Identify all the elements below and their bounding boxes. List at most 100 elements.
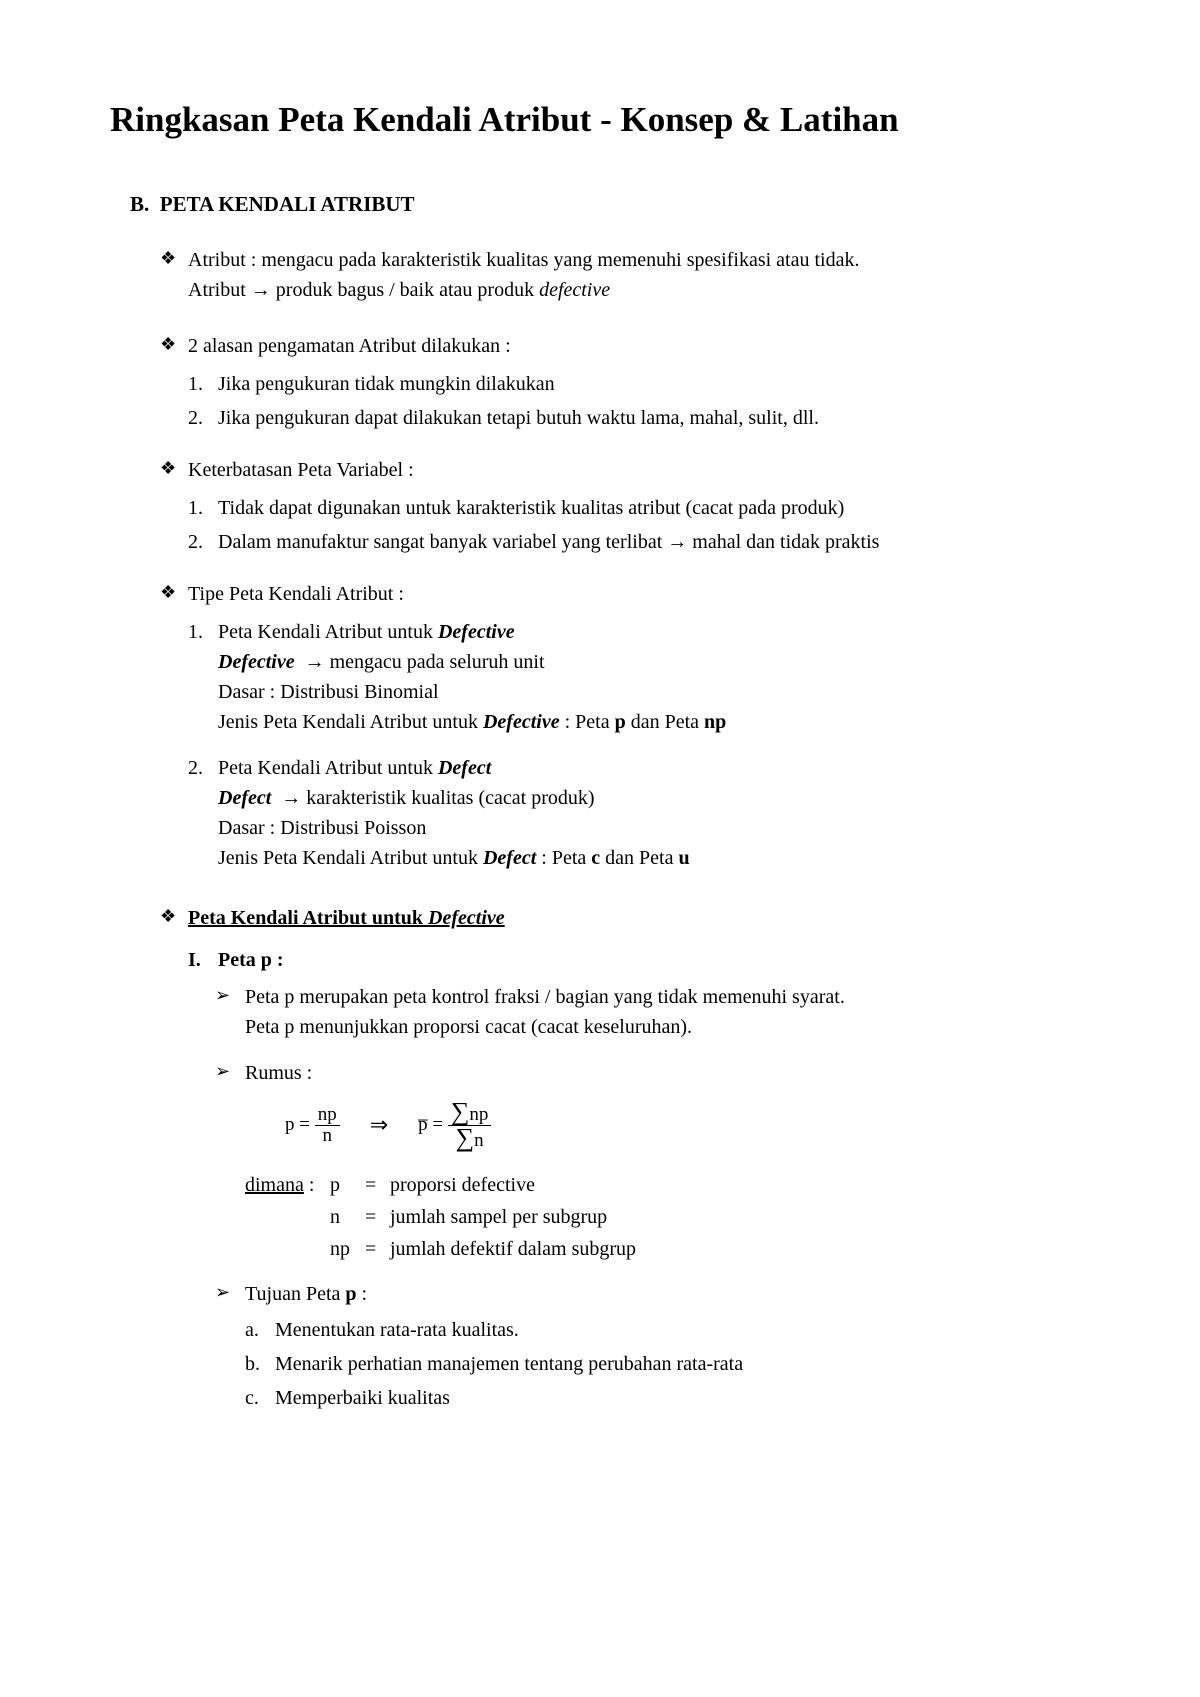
where-row: dimana : p = proporsi defective [245, 1169, 1090, 1201]
text: Dasar : Distribusi Poisson [218, 817, 426, 839]
text-bold-italic: Defective [218, 651, 295, 673]
list-item: a. Menentukan rata-rata kualitas. [245, 1315, 1090, 1345]
formula-part: p = npn [285, 1105, 340, 1146]
page-title: Ringkasan Peta Kendali Atribut - Konsep … [110, 100, 1090, 140]
text-bold: p [345, 1283, 356, 1305]
where-eq: = [365, 1233, 390, 1265]
formula: p = npn ⇒ p_ = ∑np∑n [110, 1100, 1090, 1151]
text: Atribut [188, 279, 251, 301]
bullet-body: Tipe Peta Kendali Atribut : [188, 579, 1090, 609]
where-sym: p [330, 1169, 365, 1201]
list-item: c. Memperbaiki kualitas [245, 1383, 1090, 1413]
list-text: Peta Kendali Atribut untuk Defective Def… [218, 617, 1090, 737]
list-marker: c. [245, 1383, 275, 1413]
denominator: n [319, 1126, 335, 1146]
where-row: np = jumlah defektif dalam subgrup [245, 1233, 1090, 1265]
text: karakteristik kualitas (cacat produk) [301, 787, 594, 809]
text-bold: p [615, 711, 626, 733]
list-text: Jika pengukuran dapat dilakukan tetapi b… [218, 403, 1090, 433]
bullet-defective-heading: ❖ Peta Kendali Atribut untuk Defective [110, 903, 1090, 933]
arrow-body: Peta p merupakan peta kontrol fraksi / b… [245, 982, 1090, 1042]
list-marker: 1. [188, 369, 218, 399]
section-marker: B. [130, 192, 149, 216]
list-item: 2. Peta Kendali Atribut untuk Defect Def… [188, 753, 1090, 873]
text-italic: Defective [428, 907, 505, 929]
list-marker: b. [245, 1349, 275, 1379]
text: Peta Kendali Atribut untuk [218, 621, 438, 643]
bullet-attribute-def: ❖ Atribut : mengacu pada karakteristik k… [110, 245, 1090, 305]
arrow-body: Tujuan Peta p : [245, 1279, 1090, 1309]
bullet-body: Peta Kendali Atribut untuk Defective [188, 903, 1090, 933]
section-header: B. PETA KENDALI ATRIBUT [110, 192, 1090, 217]
bullet-reasons: ❖ 2 alasan pengamatan Atribut dilakukan … [110, 331, 1090, 361]
diamond-icon: ❖ [160, 903, 188, 930]
numbered-list: 1. Jika pengukuran tidak mungkin dilakuk… [110, 369, 1090, 433]
arrow-icon: → [667, 531, 687, 553]
list-marker: 2. [188, 527, 218, 557]
text: : [357, 1283, 368, 1305]
eq: = [299, 1114, 310, 1135]
arrow-icon: → [281, 787, 301, 809]
roman-label: Peta p : [218, 949, 284, 972]
where-eq: = [365, 1169, 390, 1201]
where-sym: np [330, 1233, 365, 1265]
roman-heading: I. Peta p : [110, 949, 1090, 972]
where-sym: n [330, 1201, 365, 1233]
arrow-item: ➢ Tujuan Peta p : [110, 1279, 1090, 1309]
triangle-icon: ➢ [215, 1279, 245, 1306]
list-text: Tidak dapat digunakan untuk karakteristi… [218, 493, 1090, 523]
text-underline: Peta Kendali Atribut untuk Defective [188, 907, 505, 929]
list-marker: 1. [188, 493, 218, 523]
text-italic: defective [539, 279, 610, 301]
arrow-item: ➢ Rumus : [110, 1058, 1090, 1088]
document-page: Ringkasan Peta Kendali Atribut - Konsep … [0, 0, 1200, 1697]
where-row: n = jumlah sampel per subgrup [245, 1201, 1090, 1233]
triangle-icon: ➢ [215, 1058, 245, 1085]
list-marker: 1. [188, 617, 218, 737]
list-item: 2. Dalam manufaktur sangat banyak variab… [188, 527, 1090, 557]
text: Peta Kendali Atribut untuk [188, 907, 428, 929]
roman-marker: I. [188, 949, 218, 972]
text: Dalam manufaktur sangat banyak variabel … [218, 531, 667, 553]
list-text: Memperbaiki kualitas [275, 1383, 450, 1413]
sigma-icon: ∑ [451, 1097, 470, 1126]
numbered-list: 1. Tidak dapat digunakan untuk karakteri… [110, 493, 1090, 557]
where-eq: = [365, 1201, 390, 1233]
alpha-list: a. Menentukan rata-rata kualitas. b. Men… [110, 1315, 1090, 1413]
bullet-body: Atribut : mengacu pada karakteristik kua… [188, 245, 1090, 305]
text: dan Peta [626, 711, 704, 733]
text: dan Peta [600, 847, 678, 869]
text: Jenis Peta Kendali Atribut untuk [218, 711, 483, 733]
arrow-body: Rumus : [245, 1058, 1090, 1088]
text: Peta Kendali Atribut untuk [218, 757, 438, 779]
arrow-icon: → [251, 279, 271, 301]
diamond-icon: ❖ [160, 331, 188, 358]
text-bold-italic: Defect [438, 757, 491, 779]
list-item: 1. Peta Kendali Atribut untuk Defective … [188, 617, 1090, 737]
text: Peta p menunjukkan proporsi cacat (cacat… [245, 1016, 692, 1038]
text: Dasar : Distribusi Binomial [218, 681, 439, 703]
list-item: 2. Jika pengukuran dapat dilakukan tetap… [188, 403, 1090, 433]
where-def: jumlah defektif dalam subgrup [390, 1233, 1090, 1265]
list-text: Menarik perhatian manajemen tentang peru… [275, 1349, 743, 1379]
text: Jenis Peta Kendali Atribut untuk [218, 847, 483, 869]
list-text: Peta Kendali Atribut untuk Defect Defect… [218, 753, 1090, 873]
text: n [474, 1130, 484, 1151]
list-marker: a. [245, 1315, 275, 1345]
text: Tujuan Peta [245, 1283, 345, 1305]
text: Peta p merupakan peta kontrol fraksi / b… [245, 986, 845, 1008]
text-bold-italic: Defect [483, 847, 536, 869]
triangle-icon: ➢ [215, 982, 245, 1009]
eq: = [432, 1114, 443, 1135]
fraction: ∑np∑n [448, 1100, 492, 1151]
list-text: Jika pengukuran tidak mungkin dilakukan [218, 369, 1090, 399]
text-bold-italic: Defective [483, 711, 560, 733]
bullet-types: ❖ Tipe Peta Kendali Atribut : [110, 579, 1090, 609]
numerator: np [315, 1105, 340, 1126]
formula-part: p_ = ∑np∑n [418, 1100, 491, 1151]
diamond-icon: ❖ [160, 245, 188, 272]
list-marker: 2. [188, 403, 218, 433]
where-lead: dimana : [245, 1169, 330, 1201]
sigma-icon: ∑ [456, 1123, 475, 1152]
arrow-icon: → [305, 651, 325, 673]
